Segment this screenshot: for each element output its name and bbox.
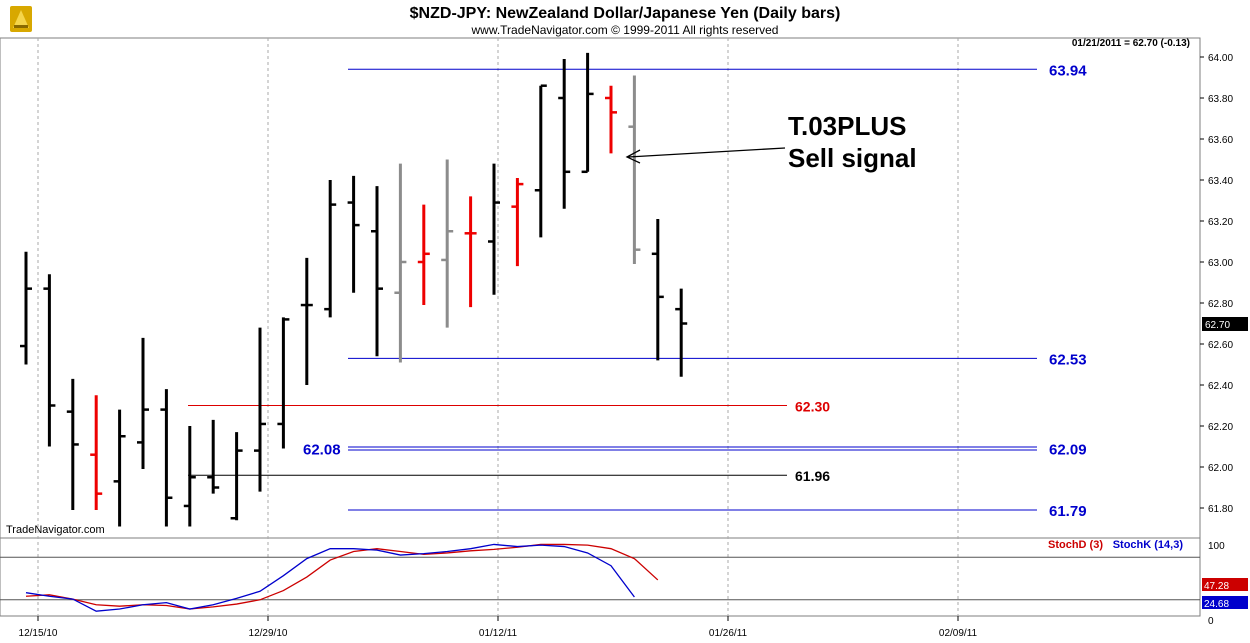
date-axis: 12/15/10 12/29/10 01/12/11 01/26/11 02/09/11 [19,616,978,639]
copyright-text: www.TradeNavigator.com © 1999-2011 All r… [471,23,779,37]
x-tick-label: 01/12/11 [479,628,518,639]
y-tick-label: 62.40 [1208,381,1233,392]
ohlc-bar [417,204,430,306]
chart-title: $NZD-JPY: NewZealand Dollar/Japanese Yen… [410,5,841,22]
svg-text:47.28: 47.28 [1204,581,1229,592]
ohlc-bar [254,327,266,492]
y-tick-label: 63.40 [1208,176,1233,187]
level-left-label-62.08: 62.08 [303,442,341,459]
ohlc-bar [113,409,126,527]
ohlc-bar [160,389,173,527]
annotation-line2: Sell signal [788,143,917,173]
ohlc-bar [183,426,196,527]
y-tick-label: 61.80 [1208,504,1233,515]
legend-stochd: StochD (3) [1048,539,1103,551]
oscillator-plot-frame [0,537,1201,617]
horizontal-levels: 63.94 62.53 62.30 62.09 62.08 61.96 61.79 [188,62,1087,520]
osc-tick-label: 0 [1208,616,1214,627]
ohlc-bar [137,337,149,470]
y-tick-label: 62.60 [1208,340,1233,351]
ohlc-bar [300,257,313,385]
stochk-line [25,543,635,612]
ohlc-bar [534,84,547,238]
price-axis: 64.00 63.80 63.60 63.40 63.20 63.00 62.80 62.60… [1200,53,1233,515]
level-label-61.96: 61.96 [795,468,830,484]
ohlc-bar [441,159,454,328]
ohlc-bar [43,274,56,447]
x-tick-label: 12/29/10 [249,628,288,639]
y-tick-label: 63.00 [1208,258,1233,269]
x-tick-label: 12/15/10 [19,628,58,639]
ohlc-bar [581,52,594,174]
ohlc-bar [324,180,337,318]
y-tick-label: 62.80 [1208,299,1233,310]
ohlc-bar [558,59,571,209]
annotation-line1: T.03PLUS [788,111,907,141]
osc-tick-label: 100 [1208,541,1225,552]
ohlc-bar [347,175,360,293]
y-tick-label: 62.00 [1208,463,1233,474]
svg-text:24.68: 24.68 [1204,599,1229,610]
ohlc-bar [90,395,103,511]
legend-stochk: StochK (14,3) [1113,539,1184,551]
ohlc-bar [651,218,664,361]
ohlc-bar [394,163,407,363]
ohlc-bar [20,251,32,365]
ohlc-bar [66,378,79,511]
ohlc-bar [675,288,688,377]
ohlc-bar [464,196,477,308]
stochastic-panel: 100 0 [0,541,1225,627]
y-tick-label: 63.20 [1208,217,1233,228]
stochd-value-tag: 47.28 [1202,578,1248,592]
stochd-line [25,543,659,610]
logo-icon [10,6,32,32]
vertical-gridlines [37,38,959,616]
ohlc-bar [488,163,500,295]
ohlc-bar [511,177,524,267]
level-label-63.94: 63.94 [1049,62,1087,79]
price-bars [20,52,688,527]
last-quote-text: 01/21/2011 = 62.70 (-0.13) [1072,38,1190,49]
ohlc-bar [628,75,641,265]
level-label-62.09: 62.09 [1049,442,1087,459]
level-label-61.79: 61.79 [1049,503,1087,520]
annotation-arrow [625,147,786,164]
price-plot-frame [0,37,1201,539]
stochk-value-tag: 24.68 [1202,596,1248,610]
ohlc-bar [371,186,383,357]
ohlc-bar [277,317,290,449]
ohlc-bar [207,419,220,494]
watermark-text: TradeNavigator.com [6,524,105,536]
x-tick-label: 01/26/11 [709,628,748,639]
last-price-tag: 62.70 [1202,317,1248,331]
y-tick-label: 63.80 [1208,94,1233,105]
ohlc-bar [605,85,617,154]
y-tick-label: 62.20 [1208,422,1233,433]
x-tick-label: 02/09/11 [939,628,978,639]
y-tick-label: 64.00 [1208,53,1233,64]
y-tick-label: 63.60 [1208,135,1233,146]
level-label-62.30: 62.30 [795,399,830,415]
ohlc-bar [230,432,243,521]
level-label-62.53: 62.53 [1049,351,1087,368]
svg-text:62.70: 62.70 [1205,320,1230,331]
